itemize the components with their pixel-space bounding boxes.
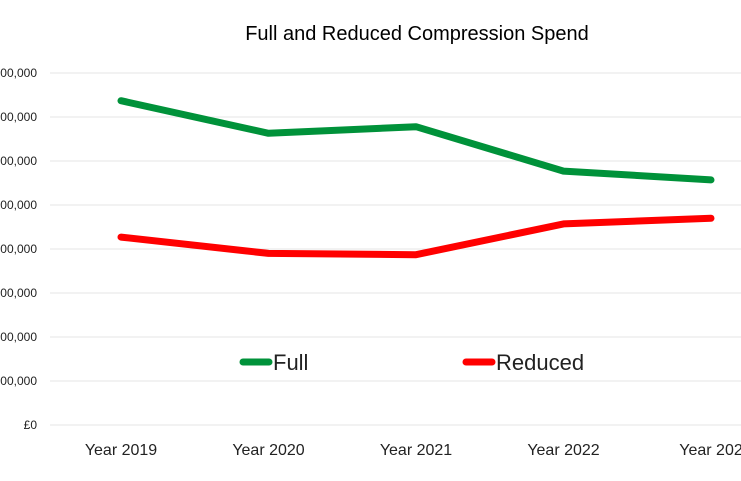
x-tick-label: Year 2021	[380, 442, 452, 459]
gridlines	[50, 72, 741, 426]
data-point-full	[120, 100, 122, 102]
data-point-full	[563, 170, 564, 172]
y-axis-ticks: £0 00,000 00,000 00,000 00,000 00,000 00,000 00…	[0, 66, 37, 432]
data-point-reduced	[563, 223, 564, 225]
x-tick-label: Year 202	[679, 442, 741, 459]
x-axis-ticks: Year 2019 Year 2020 Year 2021 Year 2022 Year…	[85, 442, 741, 459]
y-tick-label: 00,000	[0, 154, 37, 168]
legend-label-reduced: Reduced	[496, 350, 584, 375]
data-point-full	[415, 126, 417, 128]
y-tick-label: 00,000	[0, 330, 37, 344]
data-point-full	[268, 132, 269, 134]
data-point-reduced	[120, 236, 122, 238]
y-tick-label: 00,000	[0, 242, 37, 256]
data-point-reduced	[710, 217, 712, 219]
y-tick-label: 00,000	[0, 110, 37, 124]
data-point-full	[710, 179, 712, 181]
x-tick-label: Year 2020	[232, 442, 304, 459]
series-lines	[117, 97, 715, 259]
chart-title: Full and Reduced Compression Spend	[245, 23, 589, 45]
data-point-reduced	[415, 254, 417, 256]
y-tick-label: 00,000	[0, 286, 37, 300]
data-point-reduced	[268, 252, 269, 254]
y-tick-label: £0	[24, 418, 38, 432]
y-tick-label: 00,000	[0, 374, 37, 388]
y-tick-label: 00,000	[0, 198, 37, 212]
x-tick-label: Year 2022	[527, 442, 599, 459]
legend-label-full: Full	[273, 350, 308, 375]
x-tick-label: Year 2019	[85, 442, 157, 459]
series-line-full	[117, 97, 715, 184]
y-tick-label: 00,000	[0, 66, 37, 80]
legend: Full Reduced	[239, 350, 584, 375]
